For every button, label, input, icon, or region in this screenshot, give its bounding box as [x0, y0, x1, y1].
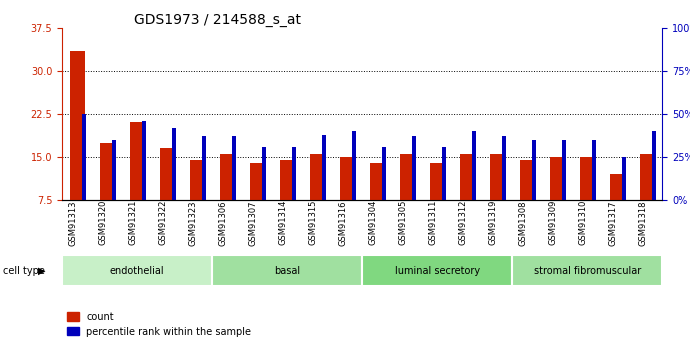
Bar [292, 147, 295, 243]
Bar [82, 114, 86, 243]
Bar [159, 148, 175, 243]
Text: GSM91304: GSM91304 [368, 200, 377, 246]
Bar [310, 154, 325, 243]
Bar [70, 51, 85, 243]
Text: GSM91320: GSM91320 [98, 200, 107, 246]
Bar [232, 136, 235, 243]
Bar [412, 136, 415, 243]
Bar [652, 131, 656, 243]
Bar [640, 154, 655, 243]
Text: GSM91311: GSM91311 [428, 200, 437, 246]
Text: basal: basal [274, 266, 300, 276]
Bar [352, 131, 355, 243]
Text: GSM91316: GSM91316 [338, 200, 347, 246]
Bar [532, 140, 535, 243]
Bar [610, 174, 625, 243]
Bar [190, 160, 205, 243]
Bar [219, 154, 235, 243]
Text: GDS1973 / 214588_s_at: GDS1973 / 214588_s_at [134, 12, 301, 27]
Bar [622, 157, 626, 243]
Bar [202, 136, 206, 243]
Text: GSM91312: GSM91312 [458, 200, 467, 246]
Bar [362, 255, 512, 286]
Text: GSM91309: GSM91309 [549, 200, 558, 246]
Text: GSM91314: GSM91314 [278, 200, 287, 246]
Bar [370, 163, 385, 243]
Text: luminal secretory: luminal secretory [395, 266, 480, 276]
Bar [502, 136, 506, 243]
Bar [512, 255, 662, 286]
Bar [592, 140, 595, 243]
Text: cell type: cell type [3, 266, 46, 276]
Bar [322, 135, 326, 243]
Bar [382, 147, 386, 243]
Bar [213, 255, 362, 286]
Bar [460, 154, 475, 243]
Bar [472, 131, 475, 243]
Bar [142, 121, 146, 243]
Bar [490, 154, 505, 243]
Text: endothelial: endothelial [110, 266, 164, 276]
Text: GSM91310: GSM91310 [578, 200, 587, 246]
Bar [442, 147, 446, 243]
Bar [62, 255, 213, 286]
Text: GSM91323: GSM91323 [188, 200, 197, 246]
Bar [172, 128, 175, 243]
Text: GSM91321: GSM91321 [128, 200, 137, 246]
Text: GSM91315: GSM91315 [308, 200, 317, 246]
Bar [400, 154, 415, 243]
Text: GSM91305: GSM91305 [398, 200, 407, 246]
Bar [99, 142, 115, 243]
Bar [430, 163, 445, 243]
Bar [112, 140, 115, 243]
Text: GSM91318: GSM91318 [638, 200, 647, 246]
Text: GSM91308: GSM91308 [518, 200, 527, 246]
Text: ▶: ▶ [38, 266, 46, 276]
Text: stromal fibromuscular: stromal fibromuscular [534, 266, 641, 276]
Bar [279, 160, 295, 243]
Text: GSM91319: GSM91319 [489, 200, 497, 246]
Legend: count, percentile rank within the sample: count, percentile rank within the sample [67, 312, 251, 337]
Text: GSM91322: GSM91322 [158, 200, 167, 246]
Bar [550, 157, 565, 243]
Text: GSM91307: GSM91307 [248, 200, 257, 246]
Bar [562, 140, 566, 243]
Text: GSM91306: GSM91306 [218, 200, 227, 246]
Bar [339, 157, 355, 243]
Bar [262, 147, 266, 243]
Bar [520, 160, 535, 243]
Text: GSM91313: GSM91313 [68, 200, 77, 246]
Bar [580, 157, 595, 243]
Bar [130, 122, 145, 243]
Text: GSM91317: GSM91317 [609, 200, 618, 246]
Bar [250, 163, 265, 243]
